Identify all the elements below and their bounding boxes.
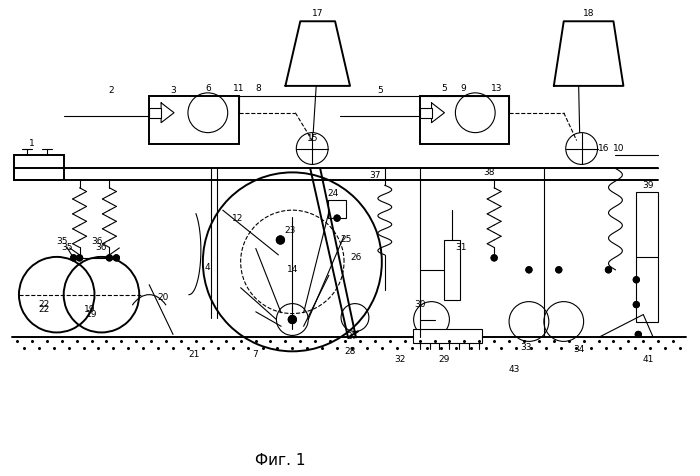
Text: 15: 15 (307, 134, 318, 143)
Polygon shape (161, 103, 174, 123)
Text: 2: 2 (108, 86, 114, 95)
Polygon shape (598, 315, 653, 337)
Text: 33: 33 (520, 343, 532, 352)
Text: 10: 10 (612, 144, 624, 153)
Bar (444, 240, 461, 299)
Text: 8: 8 (256, 84, 261, 93)
Text: 12: 12 (232, 214, 244, 223)
Text: 16: 16 (598, 144, 609, 153)
Circle shape (106, 255, 113, 261)
Circle shape (606, 267, 612, 273)
Text: 5: 5 (442, 84, 447, 93)
Text: 35: 35 (56, 238, 67, 247)
Bar (328, 200, 346, 218)
Text: 39: 39 (643, 181, 654, 190)
Text: 26: 26 (350, 253, 362, 262)
Circle shape (334, 215, 340, 221)
Text: 9: 9 (461, 84, 466, 93)
Text: 3: 3 (170, 86, 176, 95)
Bar (14, 156, 64, 180)
Text: 38: 38 (484, 168, 495, 177)
Text: 27: 27 (346, 332, 358, 341)
Text: 35: 35 (61, 243, 72, 252)
Text: 19: 19 (84, 305, 95, 314)
Bar (419, 108, 431, 118)
Circle shape (634, 302, 639, 307)
Circle shape (491, 255, 497, 261)
Text: 22: 22 (38, 305, 50, 314)
Text: 29: 29 (439, 355, 450, 364)
Polygon shape (554, 21, 624, 86)
Text: 23: 23 (285, 226, 296, 235)
Text: 24: 24 (328, 189, 339, 198)
Text: 6: 6 (205, 84, 211, 93)
Circle shape (113, 255, 120, 261)
Circle shape (526, 267, 532, 273)
Text: 1: 1 (29, 139, 35, 148)
Text: 18: 18 (583, 9, 594, 18)
Text: 7: 7 (253, 350, 258, 359)
Polygon shape (286, 21, 350, 86)
Bar (412, 329, 482, 343)
Text: 36: 36 (96, 243, 107, 252)
Text: 5: 5 (377, 86, 383, 95)
Text: 41: 41 (643, 355, 654, 364)
Text: 19: 19 (86, 310, 97, 319)
Text: 13: 13 (491, 84, 503, 93)
Bar (419, 96, 509, 144)
Text: 31: 31 (456, 243, 467, 252)
Circle shape (556, 267, 562, 273)
Text: 4: 4 (205, 263, 211, 272)
Text: 11: 11 (233, 84, 244, 93)
Circle shape (276, 236, 284, 244)
Bar (149, 96, 239, 144)
Bar (149, 108, 161, 118)
Circle shape (634, 277, 639, 283)
Circle shape (288, 316, 296, 324)
Text: 28: 28 (344, 347, 356, 356)
Text: 32: 32 (394, 355, 405, 364)
Circle shape (76, 255, 83, 261)
Text: 21: 21 (188, 350, 199, 359)
Text: 17: 17 (312, 9, 324, 18)
Text: 34: 34 (573, 345, 584, 354)
Text: 43: 43 (508, 365, 519, 374)
Circle shape (636, 331, 641, 337)
Text: 14: 14 (287, 265, 298, 274)
Text: 30: 30 (414, 300, 426, 309)
Circle shape (71, 255, 76, 261)
Polygon shape (431, 103, 444, 123)
Text: 25: 25 (340, 236, 351, 245)
Text: 22: 22 (38, 300, 50, 309)
Text: 37: 37 (369, 171, 381, 180)
Text: 36: 36 (92, 238, 103, 247)
Text: Фиг. 1: Фиг. 1 (256, 453, 306, 468)
Text: 20: 20 (158, 293, 169, 302)
Bar (636, 192, 658, 321)
